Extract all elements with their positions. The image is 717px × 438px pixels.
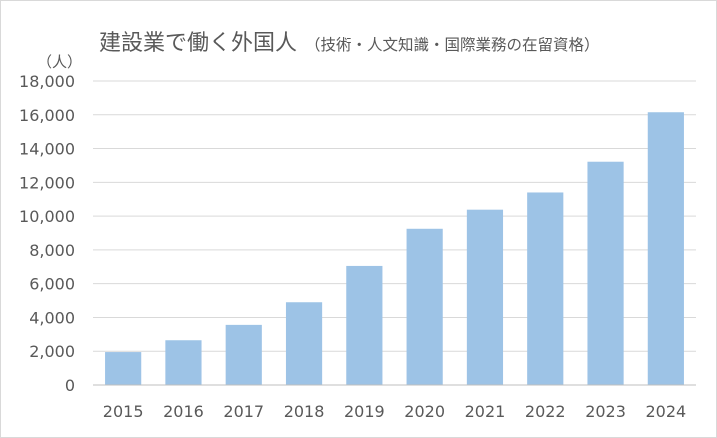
bar bbox=[466, 209, 504, 385]
bar bbox=[346, 265, 383, 385]
y-tick-label: 14,000 bbox=[19, 140, 75, 159]
y-unit-label: （人） bbox=[37, 53, 83, 71]
x-tick-label: 2019 bbox=[344, 402, 385, 421]
bar bbox=[285, 302, 323, 385]
bar bbox=[225, 324, 262, 385]
y-tick-label: 18,000 bbox=[19, 72, 75, 91]
x-tick-label: 2022 bbox=[525, 402, 566, 421]
chart-title-sub: （技術・人文知識・国際業務の在留資格） bbox=[305, 36, 600, 54]
bar bbox=[406, 228, 443, 385]
chart-title: 建設業で働く外国人 （技術・人文知識・国際業務の在留資格） bbox=[99, 25, 600, 57]
bar bbox=[165, 340, 202, 385]
y-tick-label: 16,000 bbox=[19, 106, 75, 125]
bar bbox=[647, 112, 684, 385]
x-tick-label: 2020 bbox=[404, 402, 445, 421]
y-tick-label: 12,000 bbox=[19, 173, 75, 192]
chart-title-main: 建設業で働く外国人 bbox=[99, 31, 298, 56]
x-tick-label: 2018 bbox=[284, 402, 325, 421]
x-tick-label: 2024 bbox=[645, 402, 686, 421]
y-tick-label: 2,000 bbox=[29, 342, 75, 361]
y-tick-label: 0 bbox=[65, 376, 75, 395]
x-tick-label: 2023 bbox=[585, 402, 626, 421]
y-tick-label: 6,000 bbox=[29, 275, 75, 294]
bar bbox=[527, 192, 564, 385]
y-tick-label: 8,000 bbox=[29, 241, 75, 260]
bar bbox=[105, 352, 142, 385]
bar bbox=[587, 161, 624, 385]
y-tick-label: 4,000 bbox=[29, 308, 75, 327]
y-tick-label: 10,000 bbox=[19, 207, 75, 226]
x-tick-label: 2016 bbox=[163, 402, 204, 421]
x-tick-label: 2015 bbox=[103, 402, 144, 421]
x-tick-label: 2021 bbox=[465, 402, 506, 421]
x-tick-label: 2017 bbox=[223, 402, 264, 421]
